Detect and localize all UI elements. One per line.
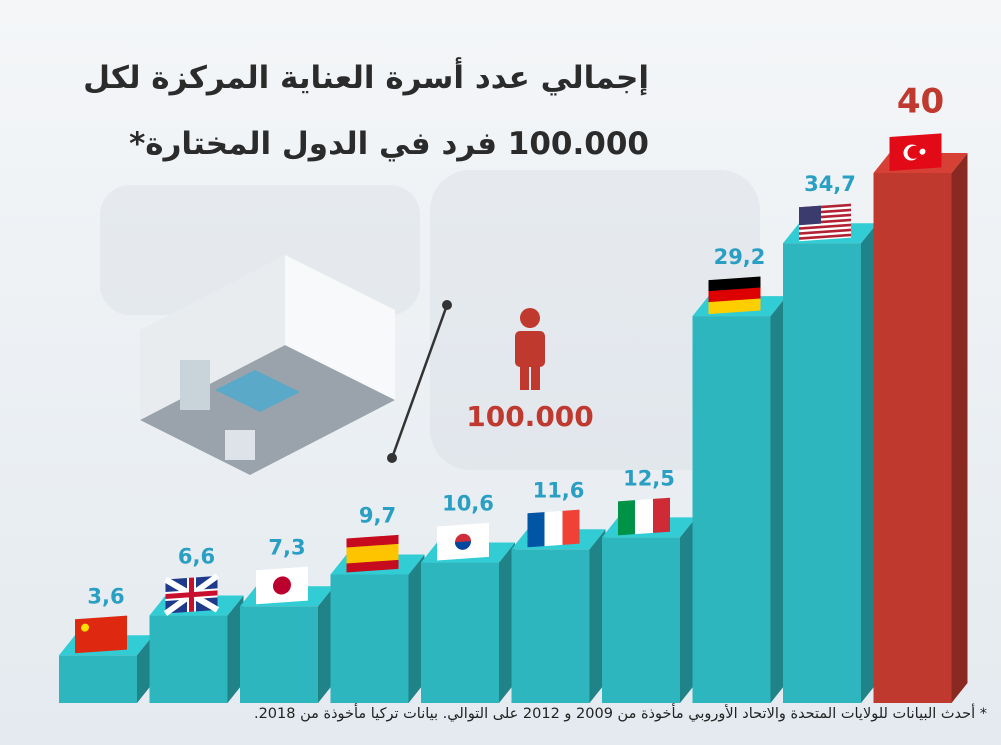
bar bbox=[59, 655, 137, 703]
value-label: 10,6 bbox=[442, 492, 494, 516]
bar-side bbox=[951, 153, 968, 703]
flag bbox=[346, 543, 399, 564]
bar-side bbox=[318, 586, 334, 703]
value-label: 3,6 bbox=[87, 584, 124, 608]
flag bbox=[919, 148, 926, 155]
annotation: 100.000 bbox=[466, 400, 594, 433]
flag bbox=[544, 510, 563, 547]
value-label: 9,7 bbox=[359, 503, 396, 527]
chart-subtitle: 100.000 فرد في الدول المختارة* bbox=[129, 126, 649, 162]
value-label: 7,3 bbox=[268, 535, 305, 559]
bar bbox=[330, 574, 409, 703]
flag bbox=[163, 573, 220, 616]
flag bbox=[653, 497, 670, 533]
bar bbox=[783, 243, 861, 703]
value-label: 12,5 bbox=[623, 466, 675, 490]
flag bbox=[889, 133, 942, 171]
value-label: 11,6 bbox=[533, 478, 585, 502]
flag bbox=[618, 500, 635, 536]
bar bbox=[149, 615, 228, 703]
flag bbox=[708, 276, 761, 315]
flag bbox=[81, 623, 89, 632]
bar bbox=[240, 606, 318, 703]
flag bbox=[346, 534, 399, 573]
flag bbox=[437, 522, 489, 561]
bar-side bbox=[227, 595, 244, 703]
flag bbox=[562, 509, 580, 545]
value-label: 34,7 bbox=[804, 172, 856, 196]
flag bbox=[273, 576, 291, 595]
bar bbox=[602, 537, 680, 703]
bar-side bbox=[680, 517, 696, 703]
footnote: * أحدث البيانات للولايات المتحدة والاتحا… bbox=[253, 706, 987, 722]
flag bbox=[708, 298, 761, 315]
bar-side bbox=[408, 554, 425, 703]
flag bbox=[165, 577, 218, 612]
value-label: 29,2 bbox=[714, 245, 766, 269]
bar bbox=[692, 316, 771, 703]
bar bbox=[421, 562, 499, 703]
bar-side bbox=[770, 296, 787, 703]
bar bbox=[511, 549, 590, 703]
connector-line bbox=[390, 304, 449, 459]
flag bbox=[708, 276, 761, 293]
flag bbox=[75, 615, 127, 654]
flag bbox=[256, 566, 308, 605]
flag bbox=[527, 512, 545, 548]
bar bbox=[873, 173, 952, 703]
person-icon bbox=[515, 308, 545, 390]
flag bbox=[75, 615, 127, 654]
bar-side bbox=[861, 223, 877, 703]
value-label: 6,6 bbox=[178, 545, 215, 569]
bar-side bbox=[499, 542, 515, 703]
bar-side bbox=[589, 529, 606, 703]
flag bbox=[907, 145, 921, 159]
flag bbox=[799, 228, 851, 235]
flag bbox=[708, 287, 761, 304]
flag bbox=[799, 233, 851, 240]
flag bbox=[799, 223, 851, 230]
flag bbox=[635, 498, 653, 535]
flag bbox=[799, 203, 851, 242]
flag bbox=[527, 509, 580, 548]
room-illustration bbox=[140, 255, 395, 475]
chart-title: إجمالي عدد أسرة العناية المركزة لكل bbox=[83, 60, 649, 96]
flag bbox=[799, 205, 821, 226]
bar-side bbox=[137, 635, 153, 703]
value-label: 40 bbox=[897, 82, 944, 122]
flag bbox=[618, 497, 670, 536]
decoration bbox=[100, 170, 760, 470]
connector-dot bbox=[442, 300, 452, 310]
connector-dot bbox=[387, 453, 397, 463]
flag bbox=[455, 541, 471, 550]
